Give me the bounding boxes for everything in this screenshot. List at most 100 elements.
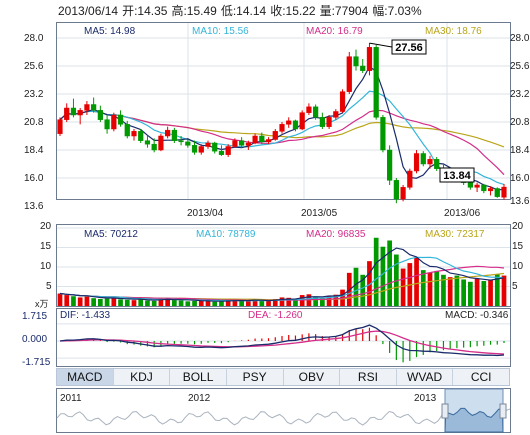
quote-change: 幅:7.03% [372,4,422,18]
candle-body [265,139,272,143]
vol-ytick-right-10: 10 [512,261,524,272]
volume-bar [111,297,117,306]
volume-bar [481,281,487,306]
volume-bar [212,301,218,306]
tab-cci[interactable]: CCI [470,370,492,384]
candle-body [313,106,319,118]
price-moving-averages [59,65,505,191]
tab-macd[interactable]: MACD [57,369,114,385]
price-ytick-left-16: 16.0 [24,173,44,184]
candle [97,105,103,122]
tab-rsi[interactable]: RSI [340,369,397,385]
vol-ytick-left-15: 15 [40,241,52,252]
tab-kdj[interactable]: KDJ [114,369,171,385]
nav-label-2011: 2011 [60,393,82,404]
volume-bar [461,279,466,306]
high-annotation: 27.56 [369,39,427,55]
candle-body [198,146,204,153]
volume-bar [427,272,433,306]
candle [286,117,292,128]
volume-bar [353,267,359,306]
candle-body [272,131,278,140]
candle [191,140,198,155]
candle-body [259,135,265,143]
candle-body [346,56,352,92]
price-ma10-label: MA10: 15.56 [192,26,249,37]
macd-dea-label: DEA: -1.260 [248,310,303,321]
macd-ytick-left-neg: -1.715 [22,357,51,368]
volume-unit-label: x万 [35,299,49,309]
candle-body [138,131,144,141]
volume-bar [84,296,90,306]
volume-bar [252,299,258,306]
price-ma5-label: MA5: 14.98 [84,26,136,37]
candle [346,52,352,94]
candle [111,112,117,132]
candle-body [158,135,164,151]
volume-bar [104,298,110,306]
tab-wvad[interactable]: WVAD [397,369,454,385]
candle [487,186,494,196]
candle-body [245,142,251,146]
candle [252,133,258,145]
candle-body [299,112,305,130]
candle-body [319,117,325,127]
vol-ytick-right-20: 20 [512,221,524,232]
quote-open: 开:14.35 [122,4,168,18]
candle-body [326,117,332,127]
volume-bar [293,299,298,306]
candle [366,43,373,76]
volume-bar [286,297,292,306]
candle-body [360,65,366,71]
candle-body [185,141,191,146]
volume-bar [259,300,265,306]
volume-bar [279,297,285,306]
macd-dif-label: DIF: -1.433 [60,310,111,321]
candle-body [111,114,117,130]
price-ytick-left-18: 18.4 [24,145,44,156]
volume-bar [447,277,453,306]
volume-bar [124,299,130,306]
volume-bar [373,237,379,306]
volume-bar [98,298,103,306]
candle [117,110,124,127]
candle [299,110,305,131]
tab-obv[interactable]: OBV [284,369,341,385]
volume-ma30-label: MA30: 72317 [425,229,485,240]
candle [232,138,238,148]
price-ytick-right-16: 16.0 [510,173,530,184]
candle [84,101,90,115]
candle-body [494,188,500,197]
volume-bar [333,294,339,306]
candle [427,155,433,169]
candle-body [420,153,426,165]
candle-body [104,119,110,130]
candle [265,137,272,145]
volume-ma10-label: MA10: 78789 [196,229,256,240]
price-ytick-right-20: 20.8 [510,117,530,128]
volume-bar [239,300,244,306]
volume-bar [57,293,63,306]
navigator-handle-left[interactable] [441,403,449,419]
volume-ma20-label: MA20: 96835 [306,229,366,240]
candle-body [339,91,346,112]
quote-header: 2013/06/14 开:14.35 高:15.49 低:14.14 收:15.22 量:… [58,2,426,19]
candle-body [171,129,177,141]
xtick-2013-06: 2013/06 [444,208,481,219]
vol-ytick-left-20: 20 [40,221,52,232]
tab-psy[interactable]: PSY [227,369,284,385]
volume-bar [77,297,83,306]
candle-body [252,135,258,144]
candle [373,45,379,120]
candle-body [131,131,137,137]
tab-boll[interactable]: BOLL [170,369,227,385]
candle [353,49,359,71]
volume-bar [172,300,177,306]
candle [393,178,399,204]
macd-value-label: MACD: -0.346 [445,310,509,321]
vol-ytick-right-15: 15 [512,241,524,252]
volume-moving-averages [59,247,505,302]
macd-dif-line [59,324,505,357]
navigator-handle-right[interactable] [499,403,507,419]
